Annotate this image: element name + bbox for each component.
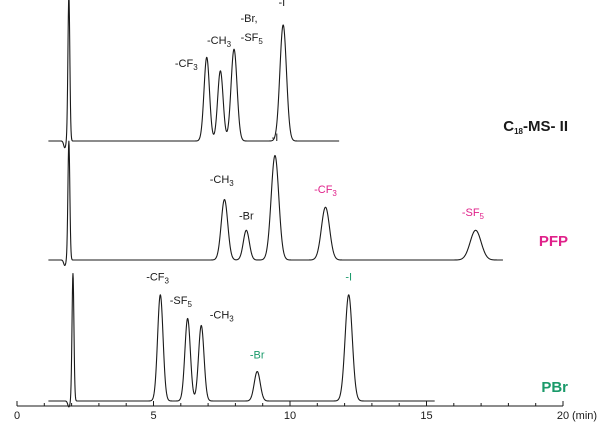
peak-label: -Br (250, 350, 265, 362)
x-tick-label: 20 (557, 410, 569, 422)
x-tick-label: 15 (420, 410, 432, 422)
peak-label: -SF5 (241, 32, 264, 46)
trace-c18-ms-ii (48, 0, 340, 149)
peak-label: -I (345, 272, 352, 284)
column-label: PFP (539, 233, 568, 250)
column-label: PBr (541, 379, 568, 396)
peak-label: -Br, (240, 13, 257, 25)
peak-label: -Br (239, 210, 254, 222)
peak-label: -CF3 (175, 58, 198, 72)
peak-label: -CH3 (207, 35, 232, 49)
peak-label: -CH3 (210, 309, 235, 323)
traces-layer (48, 0, 504, 408)
peak-label: -CH3 (210, 174, 235, 188)
x-tick-label: 5 (150, 410, 156, 422)
peak-label: -SF5 (462, 207, 485, 221)
x-axis: 0 5 10 15 20 (min) (14, 401, 597, 422)
peak-label: -CF3 (146, 272, 169, 286)
column-labels-layer: C18-MS- II PFP PBr (503, 118, 568, 396)
peak-label: -CF3 (314, 184, 337, 198)
peak-label: -I (278, 0, 285, 9)
trace-pfp (48, 140, 504, 267)
x-axis-unit: (min) (572, 410, 597, 422)
x-tick-label: 10 (284, 410, 296, 422)
x-tick-label: 0 (14, 410, 20, 422)
trace-pbr (48, 273, 435, 408)
peak-label: -SF5 (170, 295, 193, 309)
peak-labels-layer: -CF3-CH3-Br,-SF5-I-CH3-Br-I-CF3-SF5-CF3-… (146, 0, 484, 362)
peak-label: -I (272, 132, 279, 144)
column-label: C18-MS- II (503, 118, 568, 136)
